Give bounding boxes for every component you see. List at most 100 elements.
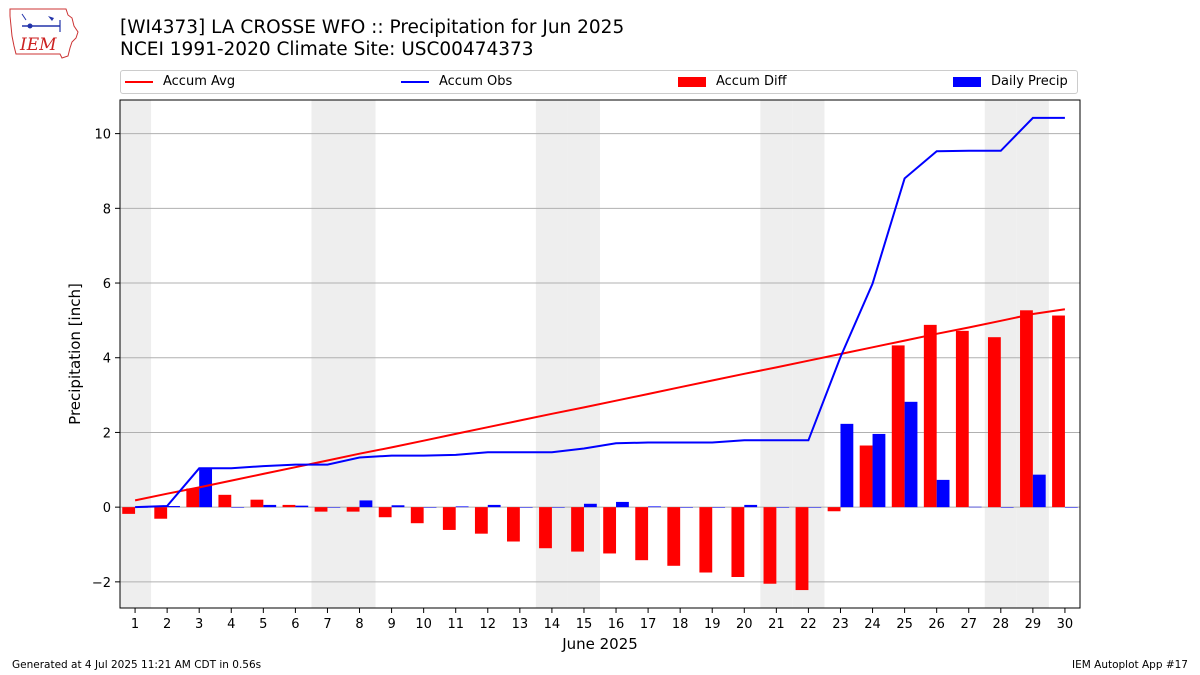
x-tick-label-8: 8: [355, 617, 363, 632]
daily-precip-bar-day-14: [551, 507, 565, 508]
title-line-1: [WI4373] LA CROSSE WFO :: Precipitation …: [120, 17, 625, 38]
y-tick-label-8: 8: [103, 202, 111, 217]
gridlines: [120, 133, 1080, 583]
x-tick-label-17: 17: [640, 617, 657, 632]
daily-precip-bar-day-27: [968, 506, 982, 508]
accum-diff-bar-day-6: [282, 504, 296, 508]
plot-frame: [119, 99, 1081, 609]
x-tick-label-11: 11: [447, 617, 464, 632]
daily-precip-bar-day-3: [199, 469, 213, 508]
accum-avg-line: [134, 308, 1066, 502]
x-tick-label-12: 12: [480, 617, 497, 632]
daily-precip-bar-day-10: [423, 507, 437, 508]
accum-diff-bar-day-30: [1052, 315, 1065, 508]
daily-precip-bar-day-11: [455, 506, 469, 508]
accum-diff-bar-day-9: [378, 507, 392, 518]
x-tick-label-24: 24: [864, 617, 881, 632]
accum-diff-bar-day-7: [314, 507, 328, 512]
generated-timestamp: Generated at 4 Jul 2025 11:21 AM CDT in …: [12, 659, 262, 671]
daily-precip-bar-day-21: [776, 507, 790, 508]
accum-diff-bar-day-18: [667, 507, 681, 566]
x-tick-label-23: 23: [832, 617, 849, 632]
daily-precip-bar-day-30: [1064, 507, 1078, 508]
x-tick-label-14: 14: [544, 617, 561, 632]
accum-diff-bar-day-23: [827, 507, 841, 512]
legend-swatch-daily-precip: [953, 77, 981, 87]
y-tick-label-0: 0: [103, 501, 111, 516]
daily-precip-bar-day-4: [231, 507, 245, 508]
legend-label-accum-avg: Accum Avg: [163, 74, 236, 89]
daily-precip-bar-day-17: [648, 506, 661, 508]
accum-diff-bar-day-3: [186, 488, 200, 508]
daily-precip-bar-day-26: [936, 479, 950, 508]
bars: [122, 310, 1078, 591]
y-tick-label-2: 2: [103, 426, 111, 441]
x-tick-label-26: 26: [928, 617, 945, 632]
accum-diff-bar-day-15: [571, 507, 584, 552]
daily-precip-bar-day-2: [167, 506, 180, 508]
daily-precip-bar-day-23: [840, 423, 854, 508]
accum-diff-bar-day-27: [955, 330, 969, 508]
y-axis-label: Precipitation [inch]: [66, 283, 84, 425]
accum-diff-bar-day-28: [987, 337, 1001, 508]
app-id: IEM Autoplot App #17: [1072, 659, 1188, 671]
x-tick-label-22: 22: [800, 617, 817, 632]
accum-diff-bar-day-21: [763, 507, 777, 584]
x-tick-label-7: 7: [323, 617, 331, 632]
weekend-shade-day-7: [311, 100, 344, 608]
x-tick-label-16: 16: [608, 617, 625, 632]
accum-diff-bar-day-20: [731, 507, 745, 577]
x-tick-label-1: 1: [131, 617, 139, 632]
accum-diff-bar-day-12: [474, 507, 488, 534]
accum-diff-bar-day-10: [410, 507, 424, 524]
x-tick-label-15: 15: [576, 617, 593, 632]
daily-precip-bar-day-18: [680, 507, 693, 508]
logo-text: IEM: [19, 35, 57, 55]
legend-label-accum-diff: Accum Diff: [716, 74, 787, 89]
accum-diff-bar-day-25: [891, 345, 905, 508]
daily-precip-bar-day-15: [583, 503, 597, 508]
daily-precip-bar-day-19: [712, 507, 726, 508]
y-tick-label--2: −2: [92, 576, 111, 591]
accum-diff-bar-day-29: [1020, 310, 1033, 508]
accum-diff-bar-day-4: [218, 494, 232, 508]
daily-precip-bar-day-12: [487, 504, 501, 508]
legend-swatch-accum-diff: [678, 77, 706, 87]
legend-swatch-accum-obs: [401, 81, 429, 83]
legend-label-accum-obs: Accum Obs: [439, 74, 513, 89]
legend-swatch-accum-avg: [125, 81, 153, 83]
iowa-state-outline-logo: IEM: [9, 8, 79, 59]
daily-precip-bar-day-16: [616, 501, 629, 508]
weekend-shade-day-8: [343, 100, 376, 608]
accum-diff-bar-day-22: [795, 507, 809, 591]
accum-diff-bar-day-11: [442, 507, 456, 530]
accum-obs-line: [135, 116, 1065, 509]
x-tick-label-27: 27: [960, 617, 977, 632]
accum-diff-bar-day-26: [923, 324, 937, 508]
title-line-2: NCEI 1991-2020 Climate Site: USC00474373: [120, 39, 534, 60]
daily-precip-bar-day-22: [808, 507, 822, 508]
x-axis-label: June 2025: [561, 635, 638, 653]
daily-precip-bar-day-28: [1000, 507, 1014, 508]
daily-precip-bar-day-24: [872, 433, 886, 508]
x-tick-label-28: 28: [993, 617, 1010, 632]
accum-diff-bar-day-17: [635, 507, 649, 561]
x-tick-label-30: 30: [1057, 617, 1074, 632]
iem-logo: IEM: [8, 6, 80, 60]
daily-precip-bar-day-5: [263, 504, 277, 508]
lines: [134, 116, 1066, 509]
accum-diff-bar-day-16: [603, 507, 617, 554]
y-tick-label-6: 6: [103, 277, 111, 292]
x-tick-label-20: 20: [736, 617, 753, 632]
x-tick-label-9: 9: [387, 617, 395, 632]
x-tick-label-10: 10: [415, 617, 432, 632]
x-tick-label-13: 13: [512, 617, 529, 632]
x-tick-label-4: 4: [227, 617, 235, 632]
weekend-shading: [120, 100, 1049, 608]
accum-diff-bar-day-2: [154, 507, 168, 519]
legend: Accum Avg Accum Obs Accum Diff Daily Pre…: [120, 70, 1078, 94]
x-tick-label-6: 6: [291, 617, 299, 632]
legend-label-daily-precip: Daily Precip: [991, 74, 1068, 89]
